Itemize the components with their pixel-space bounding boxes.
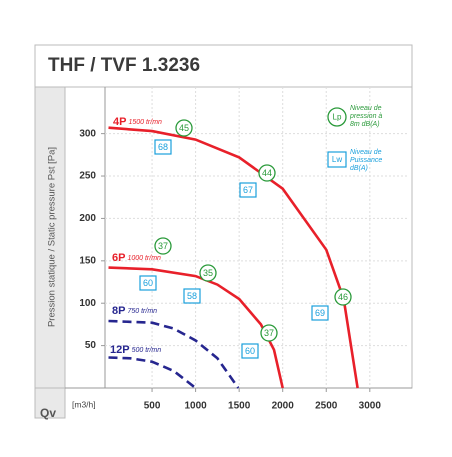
lp-badge: [154, 237, 172, 255]
series-name: 8P 750 tr/mn: [112, 305, 157, 317]
y-axis-label: Pression statique / Static pressure Pst …: [47, 147, 58, 327]
x-tick-label: 1500: [228, 401, 251, 412]
series-speed: 1000 tr/mn: [127, 255, 161, 262]
series-speed: 1500 tr/mn: [128, 119, 162, 126]
x-tick-label: 1000: [184, 401, 207, 412]
legend-lp-text: pression à: [349, 113, 382, 120]
series-line: [108, 319, 240, 389]
lp-label: 46: [338, 292, 348, 302]
y-tick-label: 50: [85, 340, 97, 351]
series-name: 6P 1000 tr/mn: [112, 252, 161, 264]
series-speed: 750 tr/mn: [127, 308, 157, 315]
lp-badge: [175, 119, 193, 137]
y-tick-label: 300: [79, 128, 96, 139]
lp-label: 37: [264, 328, 274, 338]
lw-badge: [311, 305, 329, 321]
x-unit: [m3/h]: [72, 399, 96, 409]
y-tick-label: 150: [79, 255, 96, 266]
lw-badge: [239, 182, 257, 198]
legend-lp-text: 8m dB(A): [350, 121, 380, 128]
series-name: 4P 1500 tr/mn: [113, 116, 162, 128]
lw-label: 60: [245, 346, 255, 356]
lw-label: 69: [315, 308, 325, 318]
lw-label: 58: [187, 291, 197, 301]
lp-label: 45: [179, 123, 189, 133]
lp-badge: [258, 164, 276, 182]
legend-lp-symbol: [327, 107, 347, 127]
lw-badge: [139, 275, 157, 291]
series-line: [108, 266, 284, 389]
x-axis-label: Qv: [40, 406, 56, 420]
x-tick-label: 2000: [272, 401, 295, 412]
series-name-text: 4P: [113, 116, 126, 128]
y-tick-label: 250: [79, 171, 96, 182]
lw-label: 60: [143, 278, 153, 288]
lw-label: 67: [243, 185, 253, 195]
lp-label: 37: [158, 241, 168, 251]
legend-lw-symbol-text: Lw: [332, 155, 342, 164]
legend-lw-text: Puissance: [350, 157, 382, 164]
legend-lw-text: Niveau de: [350, 149, 382, 156]
lw-badge: [154, 139, 172, 155]
lp-badge: [334, 288, 352, 306]
lp-label: 35: [203, 268, 213, 278]
legend-lw-symbol: [327, 151, 347, 168]
series-name-text: 6P: [112, 252, 125, 264]
series-line: [108, 356, 197, 390]
y-tick-label: 200: [79, 213, 96, 224]
lp-badge: [260, 324, 278, 342]
legend-lw-text: dB(A): [350, 165, 368, 172]
lw-badge: [241, 343, 259, 359]
chart-title: THF / TVF 1.3236: [48, 55, 200, 76]
lp-label: 44: [262, 168, 272, 178]
lw-badge: [183, 288, 201, 304]
y-tick-label: 100: [79, 298, 96, 309]
title-box: [34, 44, 413, 88]
lp-badge: [199, 264, 217, 282]
legend-lp-symbol-text: Lp: [333, 113, 342, 122]
lw-label: 68: [158, 142, 168, 152]
legend-lp-text: Niveau de: [350, 105, 382, 112]
y-label-panel: [34, 86, 66, 389]
x-tick-label: 500: [144, 401, 161, 412]
series-name: 12P 500 tr/mn: [110, 344, 161, 356]
x-label-panel: [34, 387, 66, 419]
series-name-text: 12P: [110, 344, 130, 356]
x-tick-label: 2500: [315, 401, 338, 412]
x-tick-label: 3000: [359, 401, 382, 412]
plot-frame: [64, 86, 413, 389]
series-speed: 500 tr/mn: [132, 347, 162, 354]
series-name-text: 8P: [112, 305, 125, 317]
